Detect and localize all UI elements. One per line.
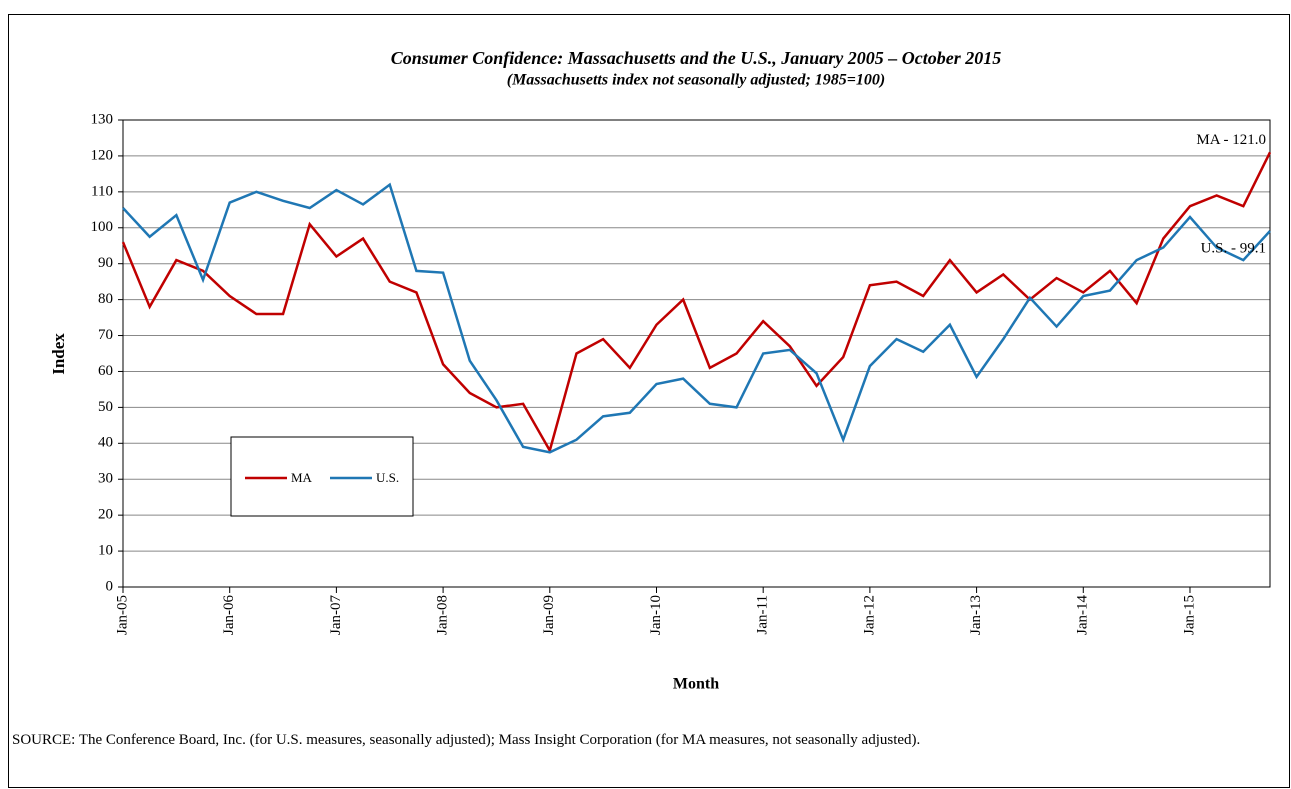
x-tick-label: Jan-08 <box>435 595 451 635</box>
x-tick-label: Jan-07 <box>328 595 344 635</box>
x-tick-label: Jan-11 <box>755 595 771 634</box>
y-tick-label: 20 <box>98 507 113 523</box>
legend-label: MA <box>291 470 313 485</box>
x-tick-label: Jan-05 <box>114 595 130 635</box>
frame <box>8 14 1290 788</box>
y-tick-label: 110 <box>91 183 113 199</box>
series-line <box>122 182 1271 454</box>
y-axis-label: Index <box>49 333 68 375</box>
x-tick-label: Jan-15 <box>1181 595 1197 635</box>
y-tick-label: 130 <box>91 111 114 127</box>
y-tick-label: 70 <box>98 327 113 343</box>
x-tick-label: Jan-10 <box>648 595 664 635</box>
chart-subtitle: (Massachusetts index not seasonally adju… <box>507 72 885 89</box>
legend-label: U.S. <box>376 470 399 485</box>
plot-border <box>122 119 1271 588</box>
x-axis-label: Month <box>673 676 719 693</box>
y-tick-label: 0 <box>106 578 114 594</box>
x-tick-label: Jan-09 <box>541 595 557 635</box>
y-tick-label: 60 <box>98 363 113 379</box>
y-tick-label: 50 <box>98 399 113 415</box>
x-tick-label: Jan-06 <box>221 595 237 635</box>
series-line <box>121 151 1272 454</box>
y-tick-label: 90 <box>98 255 113 271</box>
annotation: MA - 121.0 <box>1196 132 1266 148</box>
x-tick-label: Jan-14 <box>1075 595 1091 635</box>
annotation: U.S. - 99.1 <box>1201 240 1266 256</box>
x-tick-label: Jan-12 <box>861 595 877 635</box>
y-tick-label: 80 <box>98 291 113 307</box>
y-tick-label: 10 <box>98 543 113 559</box>
y-tick-label: 30 <box>98 471 113 487</box>
y-tick-label: 100 <box>91 219 114 235</box>
y-tick-label: 120 <box>91 147 114 163</box>
legend-box <box>230 436 414 517</box>
x-tick-label: Jan-13 <box>968 595 984 635</box>
y-tick-label: 40 <box>98 435 113 451</box>
chart-title: Consumer Confidence: Massachusetts and t… <box>391 48 1002 68</box>
source-note: SOURCE: The Conference Board, Inc. (for … <box>12 732 921 748</box>
